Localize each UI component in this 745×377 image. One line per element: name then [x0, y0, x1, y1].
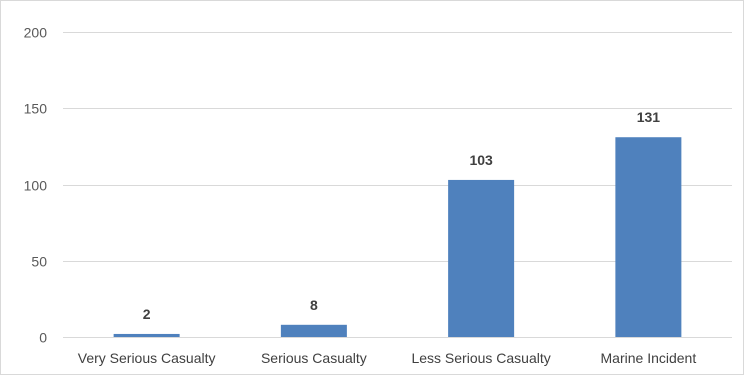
- y-tick-label: 200: [24, 25, 48, 41]
- y-tick-label: 50: [31, 254, 47, 270]
- bar-value-label: 8: [310, 297, 318, 313]
- x-axis-categories: Very Serious Casualty Serious Casualty Les…: [78, 350, 697, 366]
- bar-value-label: 131: [637, 109, 661, 125]
- bar-value-label: 103: [469, 152, 493, 168]
- y-axis-ticks: 0 50 100 150 200: [24, 25, 48, 346]
- x-category-label: Less Serious Casualty: [411, 350, 550, 366]
- x-category-label: Serious Casualty: [261, 350, 367, 366]
- data-labels: 2 8 103 131: [143, 109, 661, 322]
- bar: [448, 179, 515, 337]
- y-tick-label: 0: [39, 330, 47, 346]
- x-category-label: Very Serious Casualty: [78, 350, 216, 366]
- bar: [113, 333, 180, 337]
- bar-value-label: 2: [143, 306, 151, 322]
- bar: [280, 324, 347, 337]
- y-tick-label: 150: [24, 101, 48, 117]
- bar: [615, 137, 682, 337]
- bars: [113, 137, 682, 337]
- y-tick-label: 100: [24, 178, 48, 194]
- x-category-label: Marine Incident: [601, 350, 697, 366]
